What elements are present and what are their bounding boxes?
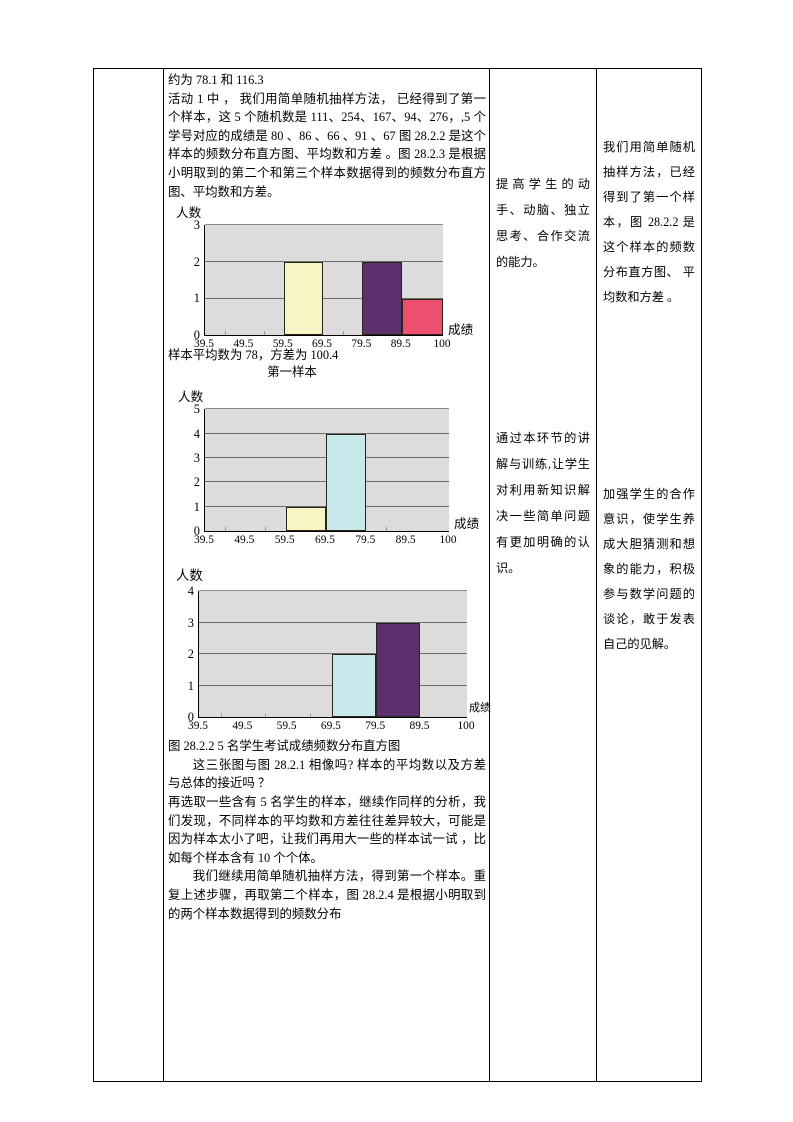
axis-minor-tick [309,713,311,718]
gridline [199,621,467,623]
chart-3-plot-area [198,590,467,719]
y-axis-tick-label: 2 [187,647,194,662]
x-axis-tick-label: 100 [457,720,475,733]
spacer-d-2 [603,310,695,482]
axis-minor-tick [342,331,344,336]
gridline [205,297,443,299]
y-axis-tick-label: 2 [193,475,200,490]
chart-1-ylabel: 人数 [176,206,202,221]
chart-3: 人数 成绩 0 1 2 3 4 39.5 49.5 59.5 69.5 79.5 89.5 100 [168,568,491,741]
chart-2-ylabel: 人数 [178,390,204,405]
gridline [199,590,467,592]
chart-2-plot-area [204,408,449,533]
y-axis-tick-label: 3 [187,615,194,630]
chart-1-annotation: 样本平均数为 78，方差为 100.4 [168,348,339,363]
x-axis-tick-label: 89.5 [409,720,430,733]
chart-3-ylabel: 人数 [176,568,203,584]
paragraph-approx-values: 约为 78.1 和 116.3 [168,73,264,87]
chart-2-container: 人数 成绩 0 1 2 3 4 5 39.5 49.5 59.5 69.5 79.5 89.5 100 [168,391,486,551]
y-axis-tick-label: 1 [193,499,200,514]
x-axis-tick-label: 49.5 [234,534,255,547]
x-axis-tick-label: 89.5 [390,338,411,351]
x-axis-tick-label: 69.5 [315,534,335,547]
y-axis-tick-label: 0 [193,524,200,539]
chart-1: 人数 成绩 0 1 2 3 39.5 49.5 59.5 69.5 79.5 89.5 100 [168,207,486,355]
y-axis-tick-label: 5 [193,402,200,417]
histogram-bar [401,298,443,336]
chart-1-xlabel: 成绩 [448,323,474,338]
axis-minor-tick [225,527,227,532]
axis-minor-tick [386,527,388,532]
x-axis-tick-label: 100 [439,534,457,547]
histogram-bar [325,433,367,532]
note-cooperation: 加强学生的合作意识，使学生养成大胆猜测和想象的能力，积极参与数学问题的谈论，敢于… [603,487,695,651]
axis-minor-tick [265,713,267,718]
note-understanding: 通过本环节的讲解与训练,让学生对利用新知识解决一些简单问题有更加明确的认识。 [496,431,590,575]
gridline [205,408,449,410]
chart-1-plot-area [204,224,443,337]
y-axis-tick-label: 2 [193,254,200,269]
y-axis-tick-label: 3 [193,218,200,233]
x-axis-tick-label: 89.5 [395,534,416,547]
gridline [205,224,443,226]
y-axis-tick-label: 0 [187,710,194,725]
histogram-bar [376,622,421,718]
table-column-main: 约为 78.1 和 116.3 活动 1 中 ， 我们用简单随机抽样方法， 已经… [164,69,491,1081]
x-axis-tick-label: 59.5 [274,534,295,547]
note-sampling-method: 我们用简单随机抽样方法，已经得到了第一个样本，图 28.2.2 是这个样本的频数… [603,140,695,304]
spacer-c-2 [496,275,590,425]
y-axis-tick-label: 0 [193,328,200,343]
x-axis-tick-label: 39.5 [194,338,214,351]
x-axis-tick-label: 59.5 [276,720,297,733]
x-axis-tick-label: 39.5 [188,720,208,733]
content-table: 约为 78.1 和 116.3 活动 1 中 ， 我们用简单随机抽样方法， 已经… [93,68,702,1082]
x-axis-tick-label: 79.5 [351,338,372,351]
x-axis-tick-label: 49.5 [233,338,254,351]
note-ability-development: 提高学生的动手、动脑、独立思考、合作交流的能力。 [496,177,590,269]
y-axis-tick-label: 3 [193,450,200,465]
chart-3-container: 人数 成绩 0 1 2 3 4 39.5 49.5 59.5 69.5 79.5 89.5 100 [168,568,491,741]
paragraph-continue-sampling: 我们继续用简单随机抽样方法，得到第一个样本。重复上述步骤，再取第二个样本，图 2… [168,869,486,921]
table-column-teaching-notes: 提高学生的动手、动脑、独立思考、合作交流的能力。 通过本环节的讲解与训练,让学生… [490,69,597,1081]
y-axis-tick-label: 4 [187,584,194,599]
y-axis-tick-label: 1 [187,678,194,693]
histogram-bar [362,261,402,336]
x-axis-tick-label: 49.5 [232,720,253,733]
chart-1-container: 人数 成绩 0 1 2 3 39.5 49.5 59.5 69.5 79.5 89.5 100 样本… [168,207,486,381]
chart-1-title: 第一样本 [267,365,317,380]
x-axis-tick-label: 39.5 [194,534,214,547]
x-axis-tick-label: 79.5 [365,720,386,733]
chart-2-xlabel: 成绩 [454,517,480,532]
spacer-d-1 [603,71,695,135]
axis-minor-tick [265,527,267,532]
axis-minor-tick [221,713,223,718]
y-axis-tick-label: 1 [193,291,200,306]
x-axis-tick-label: 59.5 [272,338,293,351]
paragraph-more-samples: 再选取一些含有 5 名学生的样本，继续作同样的分析，我们发现，不同样本的平均数和… [168,794,486,865]
x-axis-tick-label: 69.5 [312,338,332,351]
figure-caption-28-2-2: 图 28.2.2 5 名学生考试成绩频数分布直方图 [168,739,401,754]
y-axis-tick-label: 4 [193,426,200,441]
histogram-bar [283,261,323,336]
x-axis-tick-label: 100 [433,338,451,351]
x-axis-tick-label: 69.5 [320,720,341,733]
paragraph-question: 这三张图与图 28.2.1 相像吗? 样本的平均数以及方差与总体的接近吗 ？ [168,757,486,791]
gridline [205,260,443,262]
paragraph-activity-1: 活动 1 中 ， 我们用简单随机抽样方法， 已经得到了第一个样本，这 5 个随机… [168,91,486,199]
table-column-left-empty [94,69,164,1081]
axis-minor-tick [224,331,226,336]
histogram-bar [285,506,326,532]
histogram-bar [331,654,377,718]
axis-minor-tick [264,331,265,336]
table-column-right-notes: 我们用简单随机抽样方法，已经得到了第一个样本，图 28.2.2 是这个样本的频数… [597,69,701,1081]
gridline [205,432,449,434]
chart-3-xlabel: 成绩 [469,702,491,715]
x-axis-tick-label: 79.5 [355,534,376,547]
spacer-c-1 [496,71,590,171]
gridline [199,653,467,655]
chart-2: 人数 成绩 0 1 2 3 4 5 39.5 49.5 59.5 69.5 79.5 89.5 100 [168,391,486,551]
